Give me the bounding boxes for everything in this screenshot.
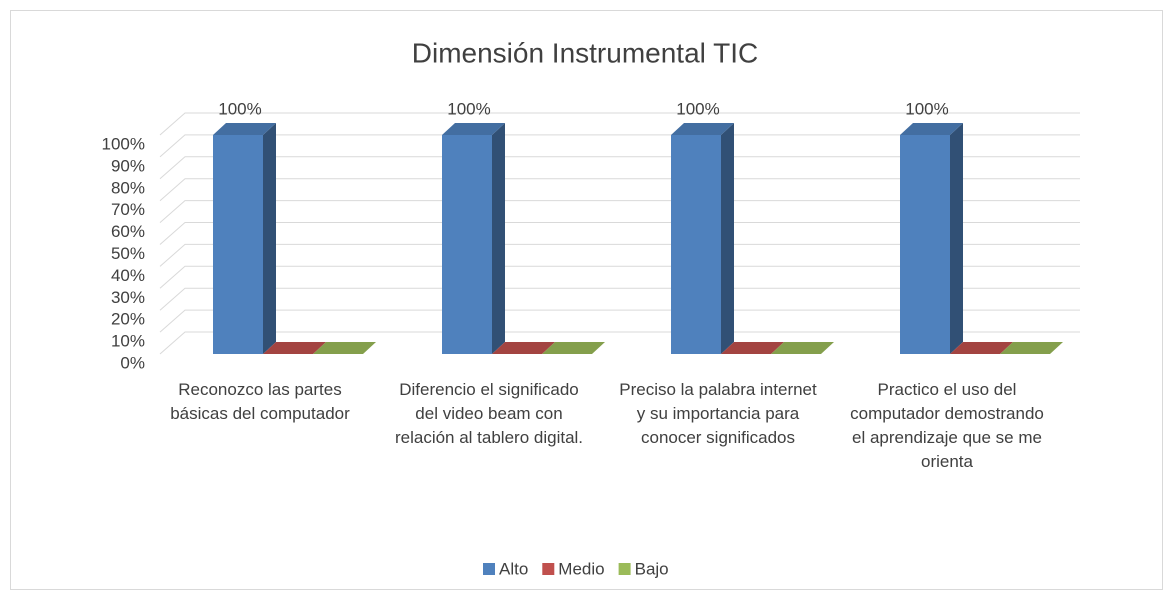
y-tick-label: 50% [111, 244, 145, 263]
y-tick-label: 100% [102, 134, 145, 153]
y-tick-label: 60% [111, 222, 145, 241]
grid-line [159, 178, 1080, 202]
legend-swatch [542, 563, 555, 575]
bar-front [213, 135, 263, 354]
x-tick-label: Reconozco las partes básicas del computa… [170, 380, 350, 423]
data-label: 100% [447, 99, 490, 118]
bar-top [442, 123, 505, 135]
bar-top [542, 342, 605, 354]
y-tick-label: 0% [120, 353, 145, 372]
grid-line [159, 200, 1080, 223]
y-tick-label: 20% [111, 310, 145, 329]
grid-line [159, 331, 1080, 355]
y-tick-label: 80% [111, 178, 145, 197]
grid-line [159, 156, 1080, 180]
bar-top [771, 342, 834, 354]
grid-line [159, 222, 1080, 245]
bar-top [313, 342, 376, 354]
chart-border [10, 10, 1163, 590]
bar-top [1000, 342, 1063, 354]
bar-side [950, 123, 963, 354]
bar-top [263, 342, 326, 354]
bar-top [671, 123, 734, 135]
y-tick-label: 40% [111, 266, 145, 285]
chart-title: Dimensión Instrumental TIC [412, 37, 759, 68]
legend-swatch [483, 563, 495, 575]
data-label: 100% [676, 99, 719, 118]
grid-line [159, 112, 1080, 136]
legend-label: Alto [499, 559, 528, 578]
x-tick-label: Preciso la palabra internet y su importa… [619, 380, 817, 447]
grid-line [159, 265, 1080, 289]
y-tick-label: 70% [111, 200, 145, 219]
bar-top [721, 342, 784, 354]
y-tick-label: 10% [111, 332, 145, 351]
grid-line [159, 243, 1080, 267]
bar-side [263, 123, 276, 354]
grid-line [159, 309, 1080, 333]
x-tick-label: Practico el uso del computador demostran… [850, 380, 1044, 471]
grid-line [159, 287, 1080, 311]
bar-top [900, 123, 963, 135]
bar-top [492, 342, 555, 354]
data-label: 100% [905, 99, 948, 118]
grid-line [159, 134, 1080, 158]
x-tick-label: Diferencio el significado del video beam… [394, 380, 584, 447]
legend-swatch [618, 563, 631, 575]
bar-top [213, 123, 276, 135]
bar-side [721, 123, 734, 354]
data-label: 100% [218, 99, 261, 118]
bar-top [950, 342, 1013, 354]
y-tick-label: 30% [111, 288, 145, 307]
bar-front [442, 135, 492, 354]
bar-front [900, 135, 950, 354]
legend-label: Bajo [635, 559, 669, 578]
bar-side [492, 123, 505, 354]
legend-label: Medio [558, 559, 604, 578]
y-tick-label: 90% [111, 156, 145, 175]
bar-front [671, 135, 721, 354]
